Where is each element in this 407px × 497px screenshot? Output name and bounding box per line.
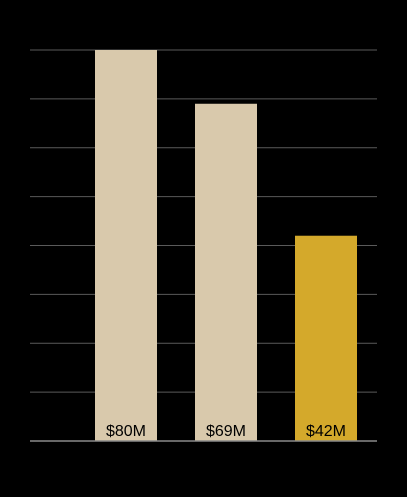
data-label-2: $69M	[206, 423, 246, 440]
bars-group	[95, 50, 357, 441]
bar-3	[295, 235, 357, 441]
data-labels-group: $80M $69M $42M	[106, 423, 346, 440]
data-label-1: $80M	[106, 423, 146, 440]
bar-2	[195, 103, 257, 441]
data-label-3: $42M	[306, 423, 346, 440]
bar-1	[95, 50, 157, 441]
